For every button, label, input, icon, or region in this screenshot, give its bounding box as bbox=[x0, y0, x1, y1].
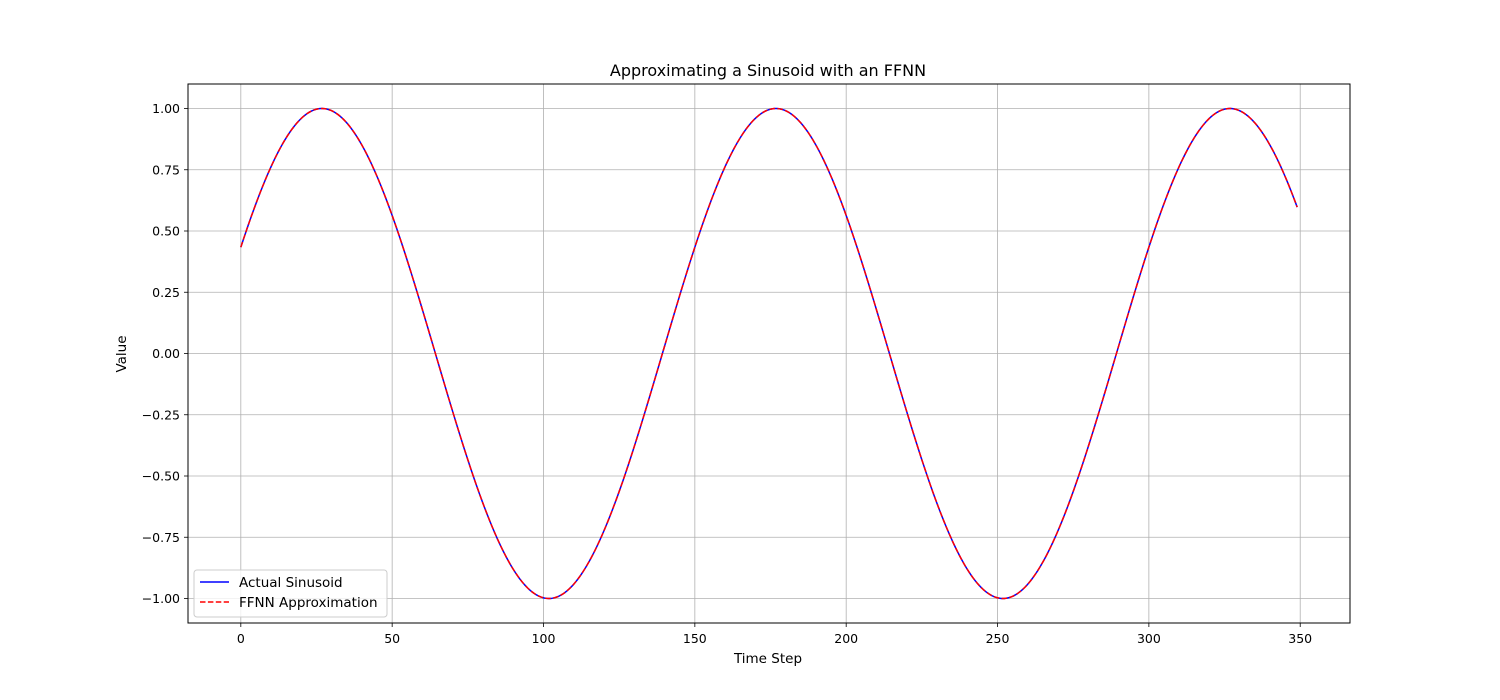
plot-area bbox=[240, 107, 1298, 600]
y-axis-label: Value bbox=[114, 335, 130, 372]
x-tick-label: 300 bbox=[1137, 631, 1161, 646]
y-axis: 1.00 0.75 0.50 0.25 0.00 −0.25 −0.50 −0.75 −1.00 bbox=[142, 101, 188, 606]
x-tick-label: 0 bbox=[237, 631, 245, 646]
chart-title: Approximating a Sinusoid with an FFNN bbox=[610, 61, 926, 80]
y-tick-label: 1.00 bbox=[152, 101, 180, 116]
x-tick-label: 250 bbox=[986, 631, 1010, 646]
series-line-ffnn-approximation bbox=[240, 107, 1298, 600]
y-tick-label: −1.00 bbox=[142, 591, 180, 606]
legend: Actual Sinusoid FFNN Approximation bbox=[193, 569, 388, 618]
x-axis-label: Time Step bbox=[733, 651, 802, 667]
legend-box bbox=[193, 569, 388, 618]
y-tick-label: −0.75 bbox=[142, 530, 180, 545]
y-tick-label: 0.00 bbox=[152, 346, 180, 361]
x-tick-label: 100 bbox=[532, 631, 556, 646]
y-tick-label: −0.50 bbox=[142, 469, 180, 484]
legend-label-ffnn-approximation: FFNN Approximation bbox=[239, 595, 378, 611]
x-tick-label: 150 bbox=[683, 631, 707, 646]
y-tick-label: −0.25 bbox=[142, 407, 180, 422]
x-axis: 0 50 100 150 200 250 300 350 bbox=[237, 623, 1312, 646]
x-tick-label: 50 bbox=[384, 631, 400, 646]
y-tick-label: 0.75 bbox=[152, 162, 180, 177]
x-tick-label: 350 bbox=[1288, 631, 1312, 646]
x-tick-label: 200 bbox=[834, 631, 858, 646]
legend-label-actual-sinusoid: Actual Sinusoid bbox=[239, 575, 343, 591]
y-tick-label: 0.25 bbox=[152, 285, 180, 300]
y-tick-label: 0.50 bbox=[152, 224, 180, 239]
grid bbox=[188, 84, 1350, 623]
